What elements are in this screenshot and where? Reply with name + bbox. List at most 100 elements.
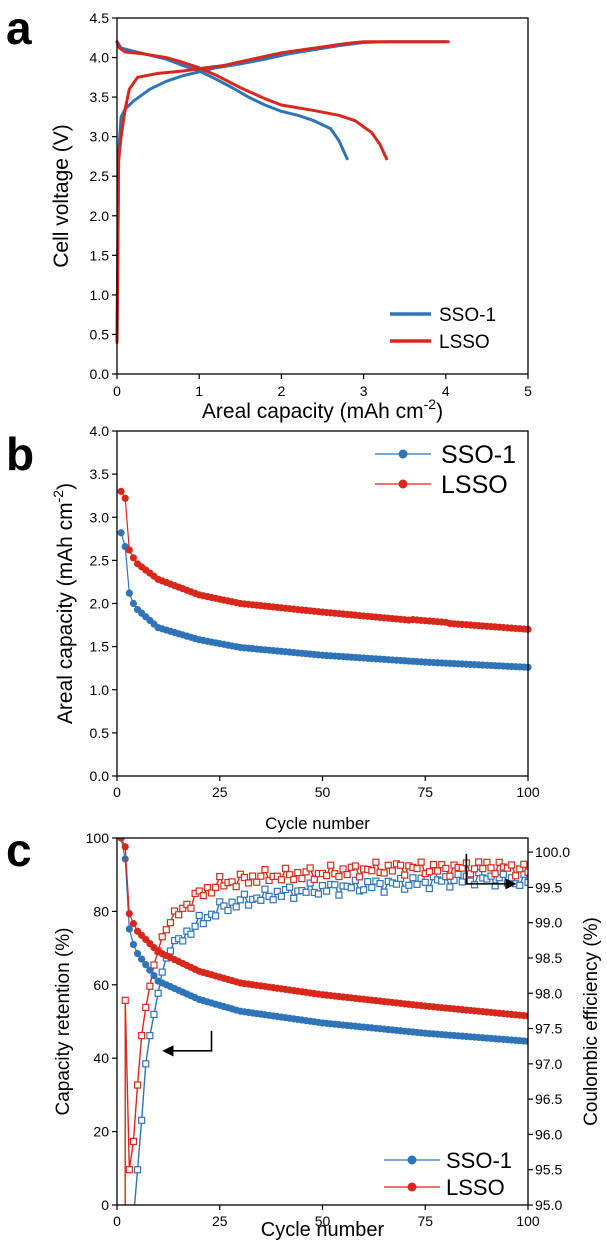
ce-point-sso-1 (413, 880, 421, 888)
ce-point-lsso (351, 862, 359, 870)
ylabel-main: Areal capacity (mAh cm (54, 502, 77, 724)
ce-point-lsso (310, 875, 318, 883)
panel-a-ytick-label: 3.0 (90, 129, 110, 145)
panel-b-series (117, 487, 532, 671)
retention-point-lsso (121, 843, 129, 851)
ce-point-lsso (466, 870, 475, 878)
legend-label: SSO-1 (439, 305, 496, 326)
panel-a-xtick-label: 3 (360, 383, 368, 399)
ce-point-sso-1 (323, 887, 331, 895)
ce-point-sso-1 (290, 894, 298, 902)
ce-point-sso-1 (130, 1216, 136, 1222)
capacity-line-sso-1 (120, 532, 529, 668)
ce-point-sso-1 (364, 877, 372, 886)
legend-label: LSSO (439, 332, 490, 353)
ce-point-lsso (302, 868, 310, 876)
panel-b-ytick-label: 0.5 (90, 725, 110, 741)
panel-a-ytick-label: 3.5 (90, 89, 110, 105)
ce-point-lsso (470, 865, 479, 873)
ce-point-sso-1 (347, 884, 355, 892)
panel-b-ticks: 0.0 0.5 1.0 1.5 2.0 2.5 3.0 3.5 4.0 0 25 50 75 100 (90, 423, 540, 800)
voltage-curve-discharge-lsso (115, 40, 389, 161)
panel-b-ytick-label: 0.0 (90, 768, 110, 784)
ce-point-lsso (495, 858, 503, 866)
capacity-point-lsso (129, 554, 138, 562)
ce-point-sso-1 (516, 881, 524, 889)
panel-a-xtick-label: 1 (195, 383, 203, 399)
retention-point-lsso (125, 910, 133, 918)
ce-point-lsso (158, 933, 166, 941)
ce-point-lsso (203, 884, 212, 892)
voltage-curve-charge-sso-1 (115, 40, 448, 344)
ce-point-lsso (138, 1032, 146, 1040)
ce-point-lsso (146, 982, 154, 990)
panel-b-ytick-label: 3.0 (90, 509, 110, 525)
ce-point-lsso (286, 871, 294, 879)
ce-point-sso-1 (438, 877, 446, 885)
ce-point-sso-1 (475, 869, 483, 877)
ce-point-sso-1 (470, 881, 479, 889)
retention-point-lsso (129, 919, 138, 928)
ce-point-lsso (212, 883, 220, 891)
ylabel-close: ) (54, 483, 77, 490)
ce-point-sso-1 (150, 1010, 158, 1019)
capacity-point-lsso (117, 487, 125, 495)
ce-point-lsso (133, 1081, 142, 1089)
ce-point-lsso (121, 996, 129, 1004)
ce-point-lsso (244, 879, 253, 887)
ce-point-lsso (199, 892, 207, 900)
panel-c-xtick-label: 25 (212, 1213, 228, 1229)
panel-c-ytick-label: 100 (86, 830, 110, 846)
xlabel-main: Areal capacity (mAh cm (202, 400, 424, 423)
ce-point-lsso (491, 870, 499, 878)
panel-c-xlabel: Cycle number (261, 1219, 385, 1241)
ce-point-lsso (298, 874, 306, 883)
xlabel-sup: -2 (424, 396, 437, 412)
ce-point-sso-1 (499, 870, 507, 878)
ce-point-lsso (433, 867, 442, 875)
ce-point-sso-1 (454, 870, 462, 878)
retention-point-sso-1 (121, 855, 129, 863)
ce-point-sso-1 (318, 881, 327, 890)
legend-label: SSO-1 (446, 1148, 512, 1173)
ce-point-lsso (142, 1003, 150, 1011)
retention-point-sso-1 (142, 961, 150, 969)
panel-a-curves (115, 40, 450, 344)
ce-point-sso-1 (273, 887, 281, 895)
panel-b-ytick-label: 1.5 (90, 639, 110, 655)
panel-a-xlabel: Areal capacity (mAh cm-2) (202, 396, 443, 423)
panel-a-ticks: 0.0 0.5 1.0 1.5 2.0 2.5 3.0 3.5 4.0 4.5 0 1 2 3 4 5 (90, 10, 533, 399)
ce-point-sso-1 (331, 881, 339, 889)
legend-swatch-marker (398, 449, 408, 459)
ce-point-lsso (368, 867, 376, 875)
panel-c-xtick-label: 75 (417, 1213, 433, 1229)
ce-point-sso-1 (421, 878, 429, 886)
panel-a-xtick-label: 4 (442, 383, 450, 399)
retention-point-lsso (524, 1012, 528, 1020)
ce-point-sso-1 (425, 884, 433, 893)
capacity-point-lsso (121, 494, 129, 502)
ce-point-lsso (372, 858, 380, 866)
panel-c-ytick-label: 40 (93, 1050, 109, 1066)
ce-point-sso-1 (142, 1060, 150, 1068)
ce-point-sso-1 (314, 890, 322, 898)
capacity-point-lsso (125, 546, 133, 554)
retention-point-sso-1 (524, 1037, 528, 1045)
panel-a-ytick-label: 2.0 (90, 208, 110, 224)
ce-point-sso-1 (166, 947, 175, 955)
retention-point-sso-1 (125, 925, 133, 933)
ce-point-lsso (507, 861, 516, 869)
ce-point-lsso (323, 871, 331, 880)
capacity-point-sso-1 (125, 589, 133, 597)
ce-point-lsso (438, 861, 446, 869)
legend-label: SSO-1 (441, 441, 516, 469)
panel-a-xtick-label: 2 (278, 383, 286, 399)
ce-point-lsso (483, 858, 491, 866)
panel-b-xtick-label: 75 (417, 784, 433, 800)
ce-point-sso-1 (212, 912, 220, 920)
ce-point-lsso (265, 876, 273, 885)
ce-point-lsso (401, 871, 409, 879)
ce-point-lsso (487, 864, 495, 872)
